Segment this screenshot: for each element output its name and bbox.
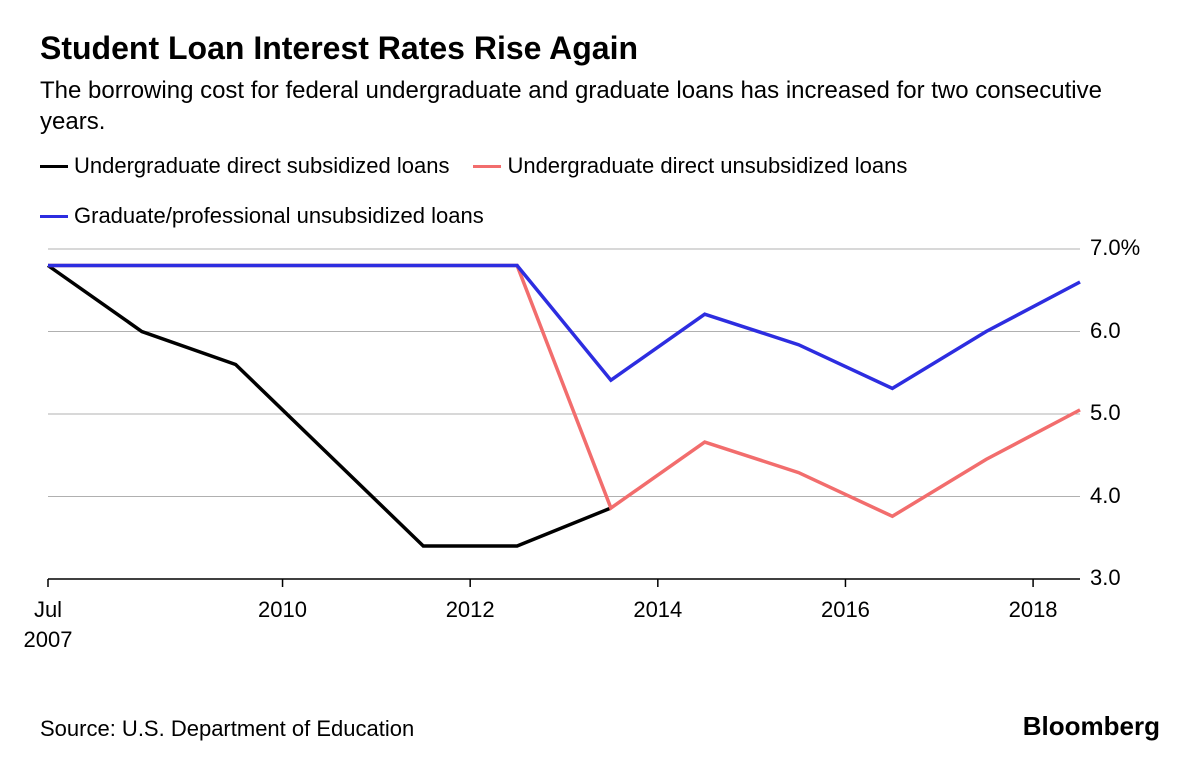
- x-axis-label: 2016: [821, 597, 870, 623]
- x-axis-label: 2010: [258, 597, 307, 623]
- legend-swatch: [40, 215, 68, 218]
- brand-logo: Bloomberg: [1023, 711, 1160, 742]
- source-text: Source: U.S. Department of Education: [40, 716, 414, 742]
- x-axis-label: 2018: [1009, 597, 1058, 623]
- y-axis-label: 5.0: [1090, 400, 1121, 426]
- x-axis-label: 2007: [24, 627, 73, 653]
- legend-label: Undergraduate direct subsidized loans: [74, 153, 449, 179]
- y-axis-label: 3.0: [1090, 565, 1121, 591]
- y-axis-label: 7.0%: [1090, 235, 1140, 261]
- x-axis-label: 2012: [446, 597, 495, 623]
- chart-title: Student Loan Interest Rates Rise Again: [40, 30, 1160, 67]
- y-axis-label: 4.0: [1090, 483, 1121, 509]
- chart-area: 3.04.05.06.07.0%Jul200720102012201420162…: [40, 239, 1160, 669]
- y-axis-label: 6.0: [1090, 318, 1121, 344]
- legend-item: Graduate/professional unsubsidized loans: [40, 203, 484, 229]
- legend-label: Graduate/professional unsubsidized loans: [74, 203, 484, 229]
- legend-swatch: [40, 165, 68, 168]
- footer: Source: U.S. Department of Education Blo…: [40, 711, 1160, 742]
- legend-item: Undergraduate direct unsubsidized loans: [473, 153, 907, 179]
- legend-item: Undergraduate direct subsidized loans: [40, 153, 449, 179]
- x-axis-label: Jul: [34, 597, 62, 623]
- legend-swatch: [473, 165, 501, 168]
- x-axis-label: 2014: [633, 597, 682, 623]
- line-chart: [40, 239, 1160, 669]
- legend: Undergraduate direct subsidized loans Und…: [40, 153, 1160, 229]
- legend-label: Undergraduate direct unsubsidized loans: [507, 153, 907, 179]
- chart-subtitle: The borrowing cost for federal undergrad…: [40, 75, 1160, 137]
